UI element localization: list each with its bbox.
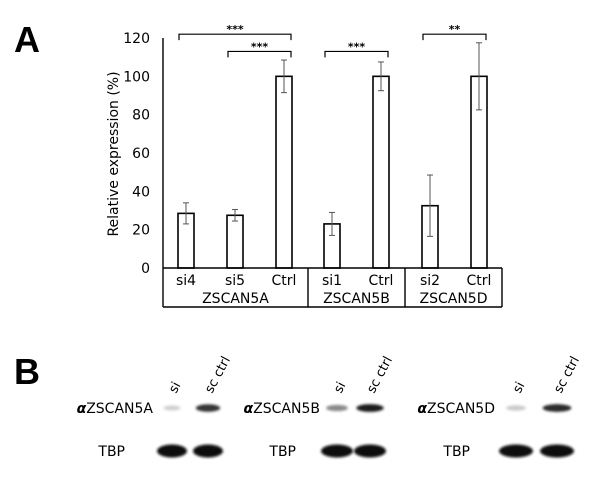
loading-control-band <box>540 444 574 458</box>
bars <box>177 42 488 269</box>
blot-zscan5a: si sc ctrl αZSCAN5A TBP <box>77 354 234 460</box>
significance-label: *** <box>251 40 269 53</box>
group-label: ZSCAN5D <box>420 291 488 307</box>
panel-a-letter: A <box>14 19 40 60</box>
significance-brackets: ****** ***** <box>178 23 487 58</box>
loading-control-band <box>157 444 187 458</box>
antibody-name: ZSCAN5A <box>86 401 153 417</box>
blot-zscan5d: si sc ctrl αZSCAN5D TBP <box>417 354 583 460</box>
y-tick-label: 80 <box>132 108 150 124</box>
antibody-name: ZSCAN5D <box>427 401 495 417</box>
blot-zscan5b: si sc ctrl αZSCAN5B TBP <box>244 354 396 460</box>
loading-control-band <box>499 444 533 458</box>
loading-control-band <box>321 444 353 458</box>
lane-label: si <box>166 380 184 396</box>
y-tick-label: 100 <box>123 69 150 85</box>
significance-bracket <box>178 33 292 41</box>
y-ticks: 0 20 40 60 80 100 120 <box>123 31 150 277</box>
antibody-symbol: α <box>244 401 254 417</box>
category-label: si5 <box>225 273 245 289</box>
panel-b-letter: B <box>14 351 40 392</box>
significance-label: *** <box>348 40 366 53</box>
category-label: si2 <box>420 273 440 289</box>
category-label: si1 <box>322 273 342 289</box>
loading-control-label: TBP <box>97 444 125 460</box>
category-label: si4 <box>176 273 196 289</box>
y-tick-label: 120 <box>123 31 150 47</box>
antibody-symbol: α <box>417 401 427 417</box>
category-label: Ctrl <box>467 273 492 289</box>
antibody-label: αZSCAN5A <box>77 401 154 417</box>
bar <box>372 75 390 269</box>
loading-control-label: TBP <box>442 444 470 460</box>
group-label: ZSCAN5A <box>202 291 269 307</box>
y-tick-label: 60 <box>132 146 150 162</box>
target-band <box>195 404 221 412</box>
bar <box>275 75 293 269</box>
target-band <box>356 404 384 412</box>
lane-label: si <box>331 380 349 396</box>
significance-label: ** <box>449 23 461 36</box>
significance-label: *** <box>226 23 244 36</box>
target-band <box>542 404 572 412</box>
y-tick-label: 0 <box>141 261 150 277</box>
target-band <box>326 404 348 412</box>
antibody-symbol: α <box>77 401 87 417</box>
lane-label: sc ctrl <box>202 354 234 396</box>
group-label: ZSCAN5B <box>323 291 390 307</box>
y-axis-title: Relative expression (%) <box>106 71 122 236</box>
target-band <box>163 405 181 411</box>
y-tick-label: 40 <box>132 184 150 200</box>
lane-label: sc ctrl <box>364 354 396 396</box>
significance-bracket <box>324 50 389 58</box>
significance-bracket <box>422 33 487 41</box>
lane-label: si <box>510 380 528 396</box>
significance-bracket <box>227 50 292 58</box>
y-tick-label: 20 <box>132 223 150 239</box>
loading-control-band <box>354 444 386 458</box>
bar-chart: Relative expression (%) 020406080100120 … <box>106 23 503 308</box>
loading-control-label: TBP <box>268 444 296 460</box>
bar <box>226 214 244 269</box>
antibody-name: ZSCAN5B <box>253 401 320 417</box>
target-band <box>506 405 526 411</box>
category-label: Ctrl <box>369 273 394 289</box>
category-label: Ctrl <box>272 273 297 289</box>
antibody-label: αZSCAN5B <box>244 401 320 417</box>
loading-control-band <box>193 444 223 458</box>
antibody-label: αZSCAN5D <box>417 401 495 417</box>
lane-label: sc ctrl <box>551 354 583 396</box>
